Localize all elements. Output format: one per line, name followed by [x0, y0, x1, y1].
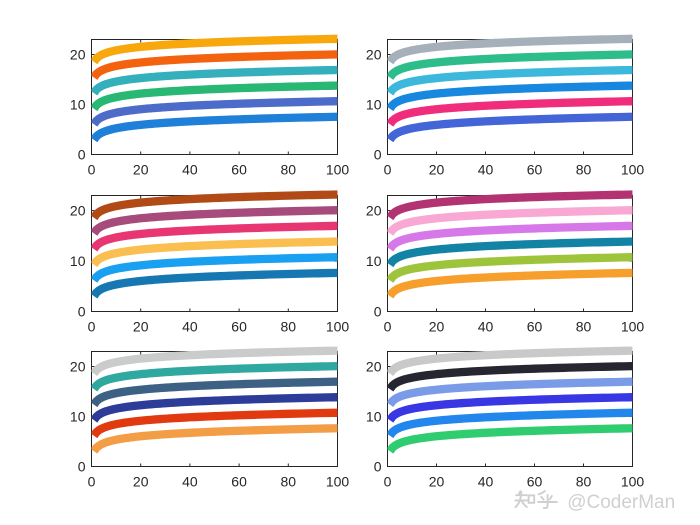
svg-text:0: 0 [88, 474, 96, 490]
svg-text:10: 10 [70, 409, 86, 425]
svg-text:60: 60 [231, 162, 247, 178]
svg-text:80: 80 [281, 319, 297, 335]
svg-text:40: 40 [478, 162, 494, 178]
svg-text:20: 20 [133, 474, 149, 490]
svg-text:0: 0 [78, 147, 86, 163]
svg-text:0: 0 [88, 162, 96, 178]
svg-text:20: 20 [366, 203, 382, 219]
svg-text:60: 60 [231, 474, 247, 490]
svg-text:80: 80 [576, 474, 592, 490]
svg-text:80: 80 [576, 162, 592, 178]
svg-text:60: 60 [527, 162, 543, 178]
svg-text:80: 80 [576, 319, 592, 335]
svg-text:40: 40 [182, 319, 198, 335]
svg-text:20: 20 [429, 319, 445, 335]
svg-text:20: 20 [429, 474, 445, 490]
svg-text:100: 100 [621, 162, 645, 178]
svg-text:60: 60 [527, 474, 543, 490]
svg-text:10: 10 [366, 253, 382, 269]
svg-text:60: 60 [231, 319, 247, 335]
svg-text:0: 0 [384, 474, 392, 490]
svg-text:20: 20 [70, 203, 86, 219]
svg-text:0: 0 [374, 304, 382, 320]
svg-text:100: 100 [326, 162, 350, 178]
svg-text:100: 100 [621, 474, 645, 490]
svg-text:40: 40 [478, 474, 494, 490]
svg-text:100: 100 [621, 319, 645, 335]
svg-text:100: 100 [326, 319, 350, 335]
svg-text:0: 0 [384, 319, 392, 335]
svg-text:10: 10 [366, 97, 382, 113]
svg-text:20: 20 [366, 47, 382, 63]
svg-text:20: 20 [133, 319, 149, 335]
svg-text:20: 20 [366, 359, 382, 375]
svg-text:@CoderMan: @CoderMan [567, 492, 675, 513]
svg-text:10: 10 [70, 253, 86, 269]
svg-text:20: 20 [133, 162, 149, 178]
svg-text:0: 0 [374, 459, 382, 475]
svg-text:80: 80 [281, 162, 297, 178]
svg-text:40: 40 [182, 474, 198, 490]
svg-text:0: 0 [374, 147, 382, 163]
svg-text:0: 0 [78, 304, 86, 320]
svg-text:80: 80 [281, 474, 297, 490]
svg-text:20: 20 [429, 162, 445, 178]
svg-text:40: 40 [478, 319, 494, 335]
svg-text:20: 20 [70, 47, 86, 63]
svg-text:0: 0 [384, 162, 392, 178]
svg-text:@CoderMan: @CoderMan [566, 491, 674, 512]
svg-text:0: 0 [78, 459, 86, 475]
svg-text:40: 40 [182, 162, 198, 178]
svg-text:10: 10 [70, 97, 86, 113]
svg-text:60: 60 [527, 319, 543, 335]
svg-text:10: 10 [366, 409, 382, 425]
svg-text:100: 100 [326, 474, 350, 490]
svg-text:0: 0 [88, 319, 96, 335]
svg-text:20: 20 [70, 359, 86, 375]
